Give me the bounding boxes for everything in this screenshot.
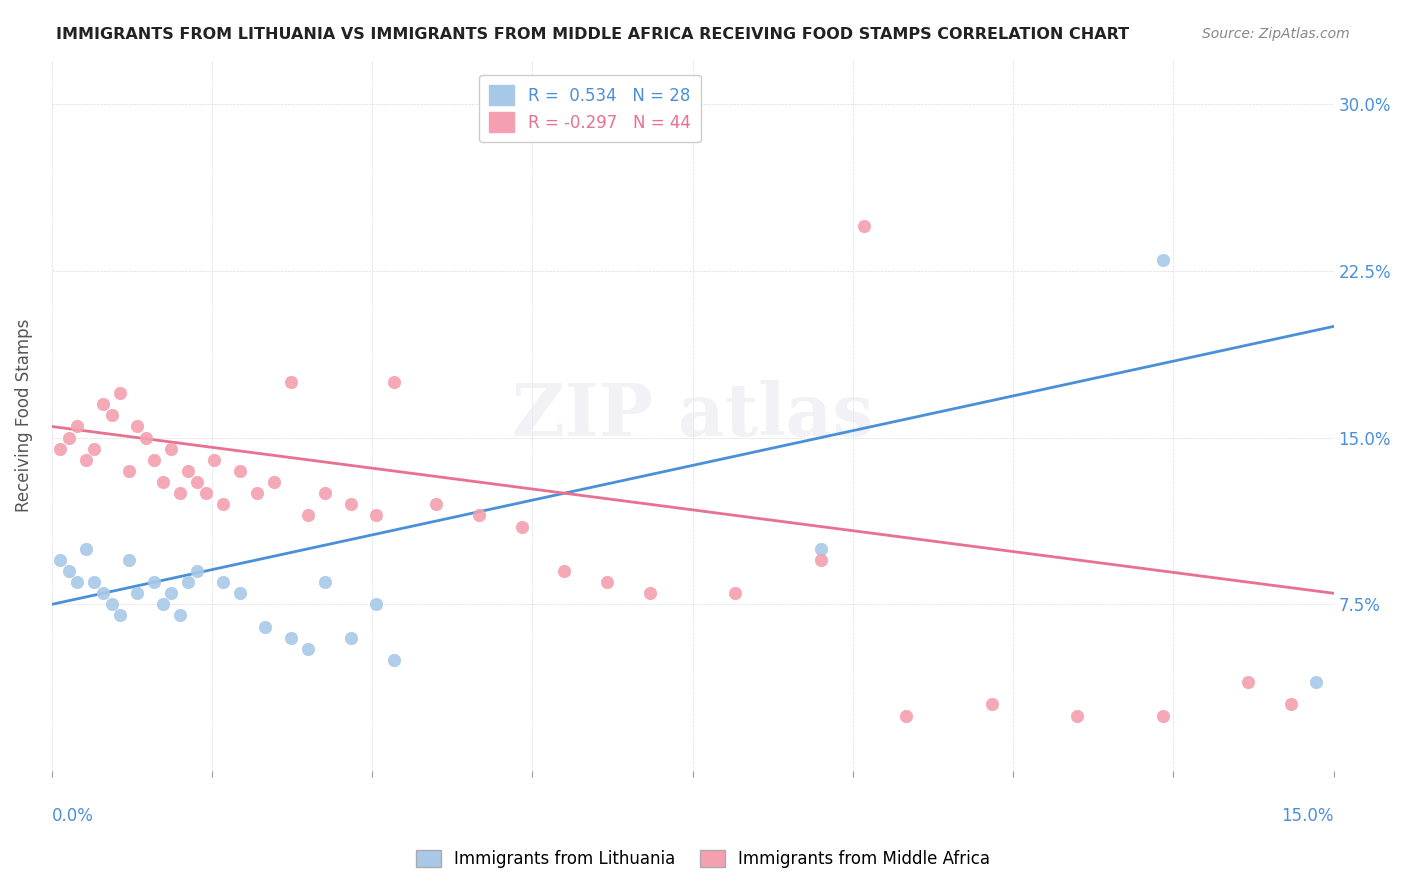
Point <box>83 442 105 456</box>
Text: 15.0%: 15.0% <box>1281 806 1333 825</box>
Point <box>314 575 336 590</box>
Point <box>152 598 174 612</box>
Point <box>169 608 191 623</box>
Point <box>638 586 661 600</box>
Point <box>160 442 183 456</box>
Point <box>280 631 302 645</box>
Point <box>340 631 363 645</box>
Point <box>297 508 319 523</box>
Point <box>1066 708 1088 723</box>
Point <box>100 409 122 423</box>
Text: ZIP atlas: ZIP atlas <box>512 380 873 450</box>
Point <box>211 575 233 590</box>
Point <box>1152 252 1174 267</box>
Point <box>58 564 80 578</box>
Point <box>810 553 832 567</box>
Text: 0.0%: 0.0% <box>52 806 94 825</box>
Point <box>177 464 200 478</box>
Point <box>118 464 141 478</box>
Point <box>127 586 149 600</box>
Point <box>297 641 319 656</box>
Point <box>108 608 131 623</box>
Point <box>75 541 97 556</box>
Point <box>75 453 97 467</box>
Text: IMMIGRANTS FROM LITHUANIA VS IMMIGRANTS FROM MIDDLE AFRICA RECEIVING FOOD STAMPS: IMMIGRANTS FROM LITHUANIA VS IMMIGRANTS … <box>56 27 1129 42</box>
Point <box>66 575 89 590</box>
Point <box>229 586 252 600</box>
Point <box>425 497 447 511</box>
Point <box>169 486 191 500</box>
Text: Source: ZipAtlas.com: Source: ZipAtlas.com <box>1202 27 1350 41</box>
Point <box>194 486 217 500</box>
Point <box>280 375 302 389</box>
Point <box>143 453 166 467</box>
Point <box>186 475 208 489</box>
Point <box>366 508 388 523</box>
Point <box>108 386 131 401</box>
Point <box>810 541 832 556</box>
Point <box>143 575 166 590</box>
Point <box>1152 708 1174 723</box>
Point <box>852 219 875 234</box>
Point <box>91 586 114 600</box>
Point <box>382 653 405 667</box>
Point <box>596 575 619 590</box>
Point <box>553 564 575 578</box>
Point <box>510 519 533 533</box>
Point <box>382 375 405 389</box>
Point <box>314 486 336 500</box>
Point <box>263 475 285 489</box>
Point <box>135 431 157 445</box>
Point <box>118 553 141 567</box>
Point <box>254 619 277 633</box>
Point <box>49 553 72 567</box>
Point <box>152 475 174 489</box>
Y-axis label: Receiving Food Stamps: Receiving Food Stamps <box>15 318 32 512</box>
Point <box>58 431 80 445</box>
Point <box>980 698 1002 712</box>
Point <box>366 598 388 612</box>
Point <box>1305 675 1327 690</box>
Point <box>1279 698 1302 712</box>
Point <box>340 497 363 511</box>
Point <box>468 508 491 523</box>
Point <box>896 708 918 723</box>
Point <box>160 586 183 600</box>
Point <box>246 486 269 500</box>
Point <box>100 598 122 612</box>
Point <box>1237 675 1260 690</box>
Point <box>49 442 72 456</box>
Point <box>724 586 747 600</box>
Point <box>66 419 89 434</box>
Point <box>91 397 114 411</box>
Point <box>83 575 105 590</box>
Point <box>186 564 208 578</box>
Legend: Immigrants from Lithuania, Immigrants from Middle Africa: Immigrants from Lithuania, Immigrants fr… <box>409 843 997 875</box>
Point <box>127 419 149 434</box>
Point <box>177 575 200 590</box>
Legend: R =  0.534   N = 28, R = -0.297   N = 44: R = 0.534 N = 28, R = -0.297 N = 44 <box>479 75 700 143</box>
Point <box>211 497 233 511</box>
Point <box>202 453 225 467</box>
Point <box>229 464 252 478</box>
